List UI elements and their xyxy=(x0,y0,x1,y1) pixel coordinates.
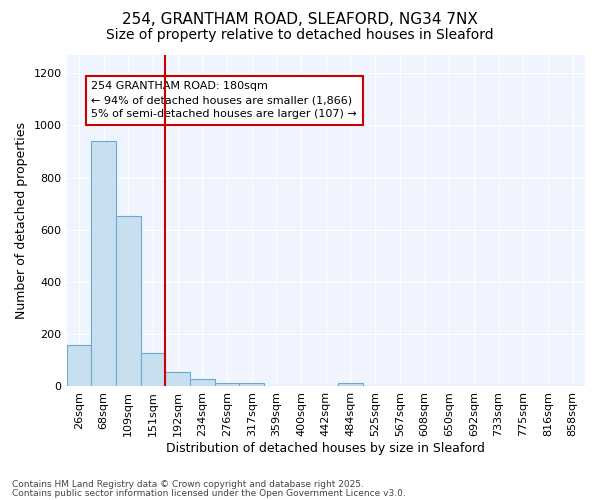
Text: Size of property relative to detached houses in Sleaford: Size of property relative to detached ho… xyxy=(106,28,494,42)
Bar xyxy=(338,384,363,386)
Bar xyxy=(116,216,140,386)
Text: 254, GRANTHAM ROAD, SLEAFORD, NG34 7NX: 254, GRANTHAM ROAD, SLEAFORD, NG34 7NX xyxy=(122,12,478,28)
Text: 254 GRANTHAM ROAD: 180sqm
← 94% of detached houses are smaller (1,866)
5% of sem: 254 GRANTHAM ROAD: 180sqm ← 94% of detac… xyxy=(91,81,357,119)
Bar xyxy=(165,372,190,386)
Text: Contains public sector information licensed under the Open Government Licence v3: Contains public sector information licen… xyxy=(12,488,406,498)
X-axis label: Distribution of detached houses by size in Sleaford: Distribution of detached houses by size … xyxy=(166,442,485,455)
Text: Contains HM Land Registry data © Crown copyright and database right 2025.: Contains HM Land Registry data © Crown c… xyxy=(12,480,364,489)
Bar xyxy=(239,384,264,386)
Bar xyxy=(215,384,239,386)
Bar xyxy=(190,380,215,386)
Bar xyxy=(91,141,116,386)
Bar xyxy=(140,352,165,386)
Bar xyxy=(67,344,91,387)
Y-axis label: Number of detached properties: Number of detached properties xyxy=(15,122,28,319)
